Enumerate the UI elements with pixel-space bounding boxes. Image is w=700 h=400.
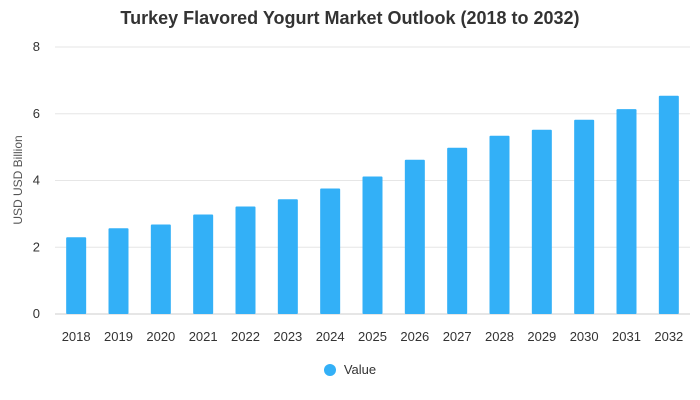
bar-2021[interactable] (193, 214, 214, 314)
x-tick-label: 2019 (104, 329, 133, 344)
x-tick-label: 2026 (400, 329, 429, 344)
y-tick-labels: 0 2 4 6 8 (33, 39, 40, 321)
legend: Value (0, 362, 700, 377)
x-tick-label: 2028 (485, 329, 514, 344)
chart-title: Turkey Flavored Yogurt Market Outlook (2… (120, 8, 580, 28)
y-tick-label: 0 (33, 306, 40, 321)
bar-2026[interactable] (404, 159, 425, 314)
x-tick-label: 2031 (612, 329, 641, 344)
bar-2031[interactable] (616, 109, 637, 314)
x-tick-label: 2032 (654, 329, 683, 344)
y-axis-label: USD USD Billion (11, 135, 25, 224)
bar-2019[interactable] (108, 228, 129, 314)
bar-2029[interactable] (531, 129, 552, 314)
y-tick-label: 6 (33, 106, 40, 121)
bar-2024[interactable] (320, 188, 341, 314)
y-tick-label: 8 (33, 39, 40, 54)
y-tick-label: 4 (33, 173, 40, 188)
x-tick-label: 2022 (231, 329, 260, 344)
bar-2027[interactable] (447, 147, 468, 314)
bar-2025[interactable] (362, 176, 383, 314)
x-tick-label: 2018 (62, 329, 91, 344)
y-tick-label: 2 (33, 239, 40, 254)
bar-2023[interactable] (277, 199, 298, 314)
bar-2028[interactable] (489, 135, 510, 314)
bars (66, 95, 679, 314)
x-tick-label: 2023 (273, 329, 302, 344)
x-tick-label: 2024 (316, 329, 345, 344)
x-tick-label: 2027 (443, 329, 472, 344)
bar-2022[interactable] (235, 206, 256, 314)
bar-2018[interactable] (66, 237, 87, 314)
x-tick-labels: 2018 2019 2020 2021 2022 2023 2024 2025 2026 2027… (62, 329, 684, 344)
bar-2030[interactable] (574, 119, 595, 314)
x-tick-label: 2020 (146, 329, 175, 344)
bar-2032[interactable] (658, 95, 679, 314)
legend-label: Value (343, 362, 377, 377)
x-tick-label: 2021 (189, 329, 218, 344)
legend-swatch (323, 363, 336, 376)
x-tick-label: 2025 (358, 329, 387, 344)
x-tick-label: 2030 (570, 329, 599, 344)
bar-2020[interactable] (150, 224, 171, 314)
x-tick-label: 2029 (527, 329, 556, 344)
